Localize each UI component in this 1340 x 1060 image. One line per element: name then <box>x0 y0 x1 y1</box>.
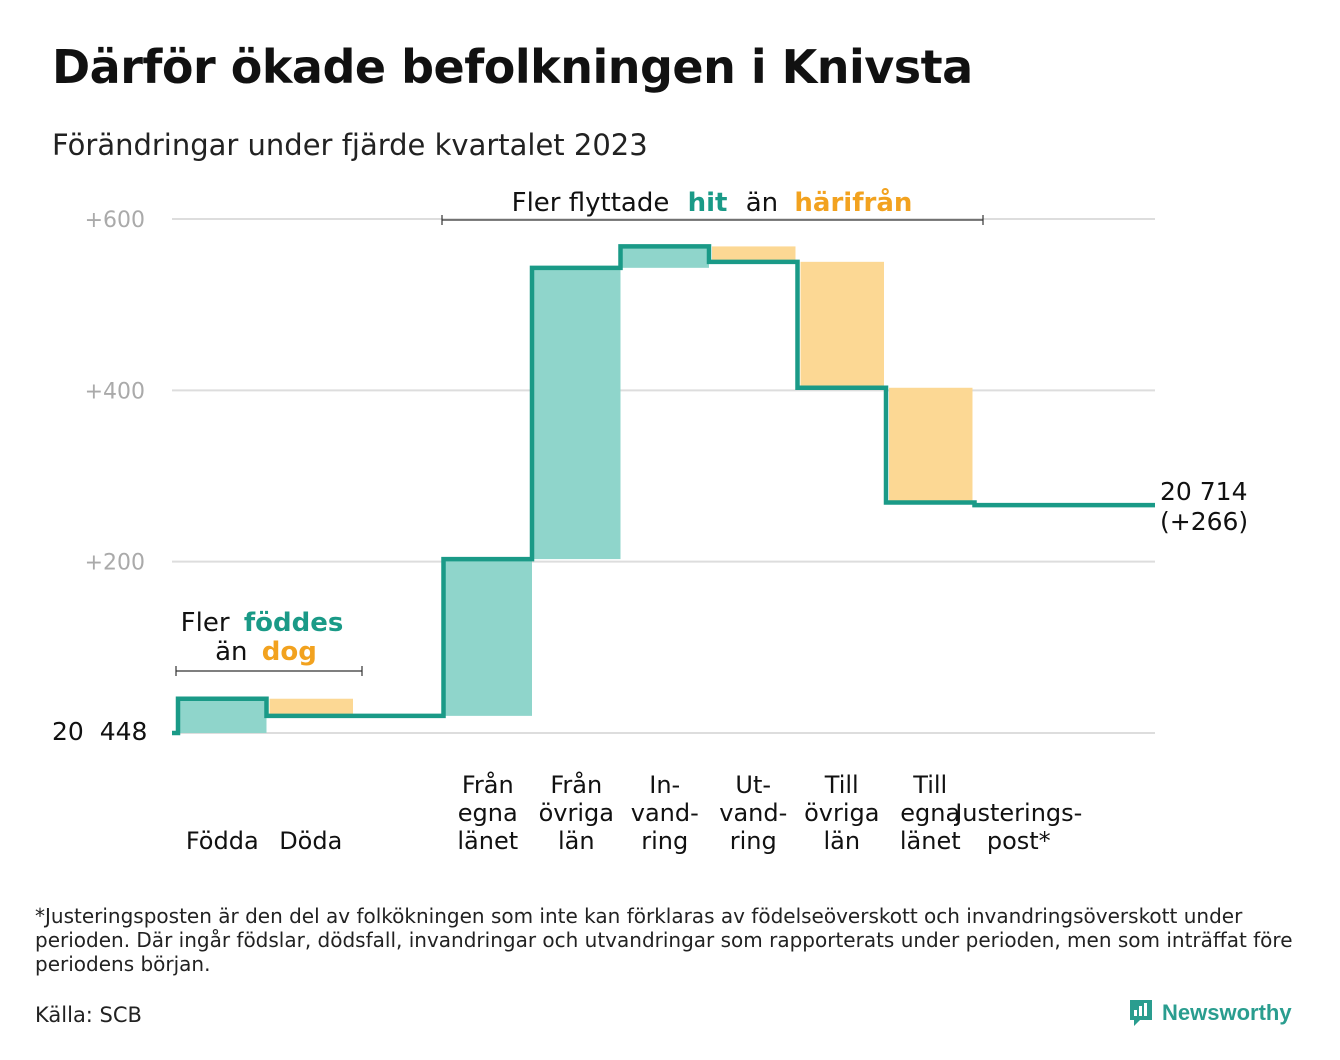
category-label-4-1: övriga <box>539 799 614 827</box>
chart-title: Därför ökade befolkningen i Knivsta <box>52 40 973 94</box>
source-label: Källa: SCB <box>35 1003 142 1027</box>
footnote: *Justeringsposten är den del av folkökni… <box>35 904 1293 976</box>
category-label-6-1: vand- <box>719 799 787 827</box>
category-label-4-2: län <box>558 827 595 855</box>
births-annotation-line2: än dog <box>215 637 317 667</box>
cumulative-step-line <box>172 244 1155 736</box>
category-label-7-2: län <box>823 827 860 855</box>
bar-7 <box>800 261 884 388</box>
category-label-8-2: länet <box>900 827 961 855</box>
grid-layer: +200 +400 +600 <box>85 208 1155 734</box>
brand-name: Newsworthy <box>1162 1000 1292 1025</box>
births-dog: dog <box>262 637 317 667</box>
migration-mid: än <box>746 188 778 218</box>
label-layer: Födda DödaFrånegnalänetFrånövrigalänIn-va… <box>186 770 1082 855</box>
category-label-3-2: länet <box>457 827 518 855</box>
category-label-7-1: övriga <box>804 799 879 827</box>
bar-3 <box>443 559 532 716</box>
bar-1 <box>269 698 353 716</box>
y-tick-label-600: +600 <box>85 208 145 233</box>
category-label-1-0: Döda <box>279 827 342 855</box>
bar-5 <box>620 246 709 268</box>
brand-logo: Newsworthy <box>1128 998 1292 1028</box>
newsworthy-icon <box>1130 1000 1152 1026</box>
category-label-7-0: Till <box>824 771 859 799</box>
category-label-3-1: egna <box>458 799 518 827</box>
category-label-8-1: egna <box>900 799 960 827</box>
category-label-0-0: Födda <box>186 827 259 855</box>
births-prefix: Fler <box>181 608 230 638</box>
category-label-5-1: vand- <box>631 799 699 827</box>
chart-subtitle: Förändringar under fjärde kvartalet 2023 <box>52 128 648 162</box>
births-fodde: föddes <box>244 608 344 638</box>
category-label-5-0: In- <box>649 771 680 799</box>
bar-layer <box>178 246 973 733</box>
bar-6 <box>712 246 796 262</box>
category-label-8-0: Till <box>912 771 947 799</box>
step-line-layer <box>172 244 1155 736</box>
bar-4 <box>532 267 621 560</box>
y-tick-label-400: +400 <box>85 379 145 404</box>
migration-annotation: Fler flyttade hit än härifrån <box>441 186 984 225</box>
births-annotation-line1: Fler föddes <box>181 608 344 638</box>
category-label-9-0: Justerings- <box>953 799 1082 827</box>
bar-8 <box>889 387 973 503</box>
y-tick-label-200: +200 <box>85 551 145 576</box>
category-label-4-0: Från <box>550 770 602 799</box>
waterfall-chart: +200+400+600 Födda DödaFrånegnalänetFrånö… <box>52 186 1248 855</box>
births-annotation: Fler föddes än dog <box>175 608 363 676</box>
start-population-label: 20 448 <box>52 717 147 746</box>
category-label-6-2: ring <box>730 827 777 855</box>
migration-harifran: härifrån <box>794 186 912 218</box>
category-label-3-0: Från <box>462 770 514 799</box>
migration-annotation-text: Fler flyttade hit än härifrån <box>512 186 913 218</box>
births-mid: än <box>215 637 247 667</box>
end-change-label: (+266) <box>1160 507 1248 536</box>
migration-hit: hit <box>688 188 728 218</box>
category-label-5-2: ring <box>641 827 688 855</box>
category-label-6-0: Ut- <box>735 771 771 799</box>
bar-0 <box>178 698 267 733</box>
end-population-label: 20 714 <box>1160 477 1247 506</box>
migration-prefix: Fler flyttade <box>512 188 670 218</box>
category-label-9-1: post* <box>987 827 1051 855</box>
